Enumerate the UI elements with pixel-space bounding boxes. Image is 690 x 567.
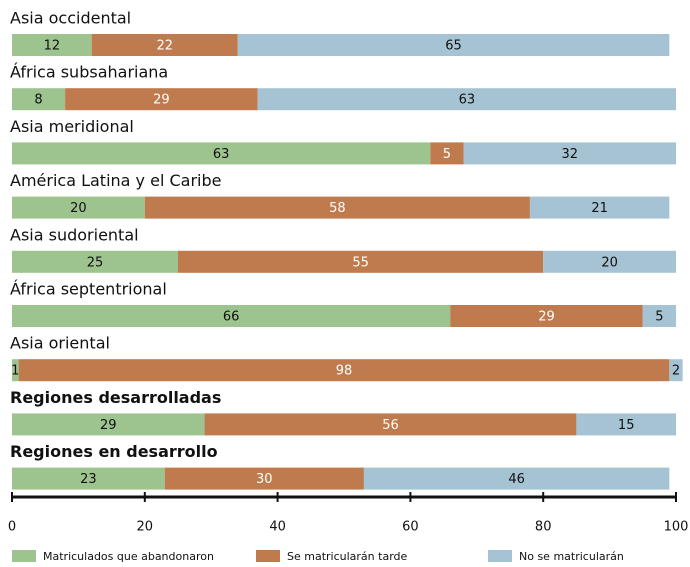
- category-label: África subsahariana: [10, 63, 168, 82]
- value-label: 32: [561, 147, 578, 162]
- value-label: 8: [34, 93, 42, 108]
- category-label: África septentrional: [10, 280, 167, 299]
- bar-segment: [363, 467, 670, 490]
- value-label: 29: [538, 310, 555, 325]
- bar-segment: [12, 467, 165, 490]
- x-tick-label: 60: [402, 520, 419, 535]
- legend-swatch: [488, 550, 512, 562]
- bar-segment: [12, 305, 451, 327]
- value-label: 20: [601, 255, 618, 270]
- value-label: 12: [44, 39, 61, 54]
- bar-segment: [430, 142, 464, 165]
- bar-segment: [543, 250, 676, 273]
- value-label: 63: [213, 147, 230, 162]
- bar-segment: [144, 196, 530, 219]
- value-label: 21: [591, 201, 608, 216]
- legend-label: Matriculados que abandonaron: [43, 550, 214, 563]
- value-label: 25: [87, 255, 104, 270]
- bar-segment: [65, 88, 258, 111]
- legend-label: Se matricularán tarde: [287, 550, 408, 563]
- value-label: 29: [153, 93, 170, 108]
- category-label: Regiones desarrolladas: [10, 388, 221, 407]
- value-label: 5: [655, 310, 663, 325]
- value-label: 20: [70, 201, 87, 216]
- value-label: 22: [156, 39, 173, 54]
- value-label: 56: [382, 418, 399, 433]
- category-label: Asia oriental: [10, 334, 110, 353]
- bar-segment: [576, 413, 676, 436]
- x-tick-label: 0: [8, 520, 16, 535]
- category-label: Asia occidental: [10, 9, 131, 28]
- x-tick-label: 80: [535, 520, 552, 535]
- value-label: 2: [672, 364, 680, 379]
- value-label: 5: [443, 147, 451, 162]
- bar-segment: [12, 359, 19, 382]
- bar-segment: [450, 305, 643, 327]
- value-label: 66: [223, 310, 240, 325]
- category-label: Regiones en desarrollo: [10, 442, 218, 461]
- legend-label: No se matricularán: [519, 550, 624, 563]
- bar-segment: [91, 34, 238, 56]
- bar-segment: [257, 88, 676, 111]
- bar-segment: [12, 196, 145, 219]
- bar-segment: [12, 88, 66, 111]
- value-label: 29: [100, 418, 117, 433]
- bar-segment: [12, 250, 178, 273]
- bar-segment: [18, 359, 670, 382]
- category-label: Asia meridional: [10, 117, 134, 136]
- bar-segment: [669, 359, 683, 382]
- bar-segment: [12, 142, 431, 165]
- category-label: América Latina y el Caribe: [10, 171, 221, 190]
- bar-segment: [463, 142, 676, 165]
- value-label: 23: [80, 472, 97, 487]
- legend-swatch: [256, 550, 280, 562]
- bar-segment: [178, 250, 544, 273]
- value-label: 63: [459, 93, 476, 108]
- bar-segment: [164, 467, 364, 490]
- legend-swatch: [12, 550, 36, 562]
- bar-segment: [237, 34, 670, 56]
- bar-segment: [204, 413, 577, 436]
- value-label: 15: [618, 418, 635, 433]
- value-label: 1: [11, 364, 19, 379]
- x-tick-label: 40: [269, 520, 286, 535]
- bar-segment: [642, 305, 676, 327]
- value-label: 65: [445, 39, 462, 54]
- x-tick-label: 20: [137, 520, 154, 535]
- value-label: 58: [329, 201, 346, 216]
- x-tick-label: 100: [664, 520, 689, 535]
- bar-segment: [529, 196, 670, 219]
- bar-segment: [12, 34, 92, 56]
- value-label: 46: [508, 472, 525, 487]
- bar-segment: [12, 413, 205, 436]
- category-label: Asia sudoriental: [10, 225, 139, 244]
- value-label: 98: [336, 364, 353, 379]
- value-label: 55: [352, 255, 369, 270]
- value-label: 30: [256, 472, 273, 487]
